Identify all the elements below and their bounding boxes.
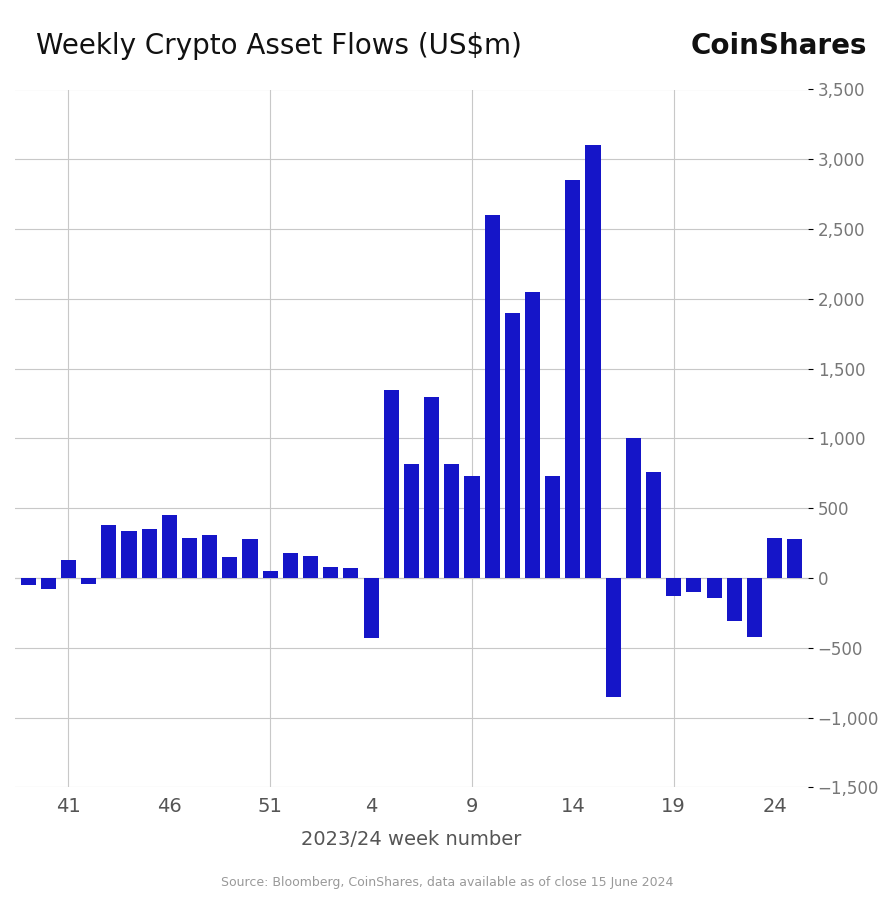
Bar xyxy=(767,537,782,578)
Bar xyxy=(202,535,217,578)
Text: Weekly Crypto Asset Flows (US$m): Weekly Crypto Asset Flows (US$m) xyxy=(36,32,521,59)
Bar xyxy=(101,525,116,578)
Bar xyxy=(485,215,500,578)
Bar xyxy=(424,397,439,578)
Bar xyxy=(746,578,762,636)
Bar xyxy=(464,476,479,578)
Bar xyxy=(21,578,36,585)
Bar xyxy=(384,390,399,578)
Bar xyxy=(646,472,662,578)
Bar xyxy=(162,515,177,578)
Bar xyxy=(505,313,520,578)
Bar xyxy=(61,560,76,578)
Bar xyxy=(303,555,318,578)
Bar xyxy=(364,578,379,638)
Bar xyxy=(122,531,137,578)
Text: Source: Bloomberg, CoinShares, data available as of close 15 June 2024: Source: Bloomberg, CoinShares, data avai… xyxy=(221,877,673,889)
Bar xyxy=(525,292,540,578)
Bar xyxy=(182,537,197,578)
Bar xyxy=(687,578,702,592)
Bar xyxy=(626,438,641,578)
X-axis label: 2023/24 week number: 2023/24 week number xyxy=(301,830,521,849)
Bar xyxy=(283,553,298,578)
Bar xyxy=(404,464,419,578)
Bar xyxy=(788,539,802,578)
Bar xyxy=(41,578,55,590)
Bar xyxy=(565,180,580,578)
Bar xyxy=(727,578,742,621)
Bar xyxy=(324,567,338,578)
Text: CoinShares: CoinShares xyxy=(691,32,867,59)
Bar xyxy=(263,571,278,578)
Bar xyxy=(81,578,97,583)
Bar xyxy=(343,568,358,578)
Bar xyxy=(223,557,238,578)
Bar xyxy=(666,578,681,596)
Bar xyxy=(605,578,620,697)
Bar xyxy=(545,476,561,578)
Bar xyxy=(706,578,721,599)
Bar xyxy=(242,539,257,578)
Bar xyxy=(141,529,156,578)
Bar xyxy=(586,145,601,578)
Bar xyxy=(444,464,460,578)
